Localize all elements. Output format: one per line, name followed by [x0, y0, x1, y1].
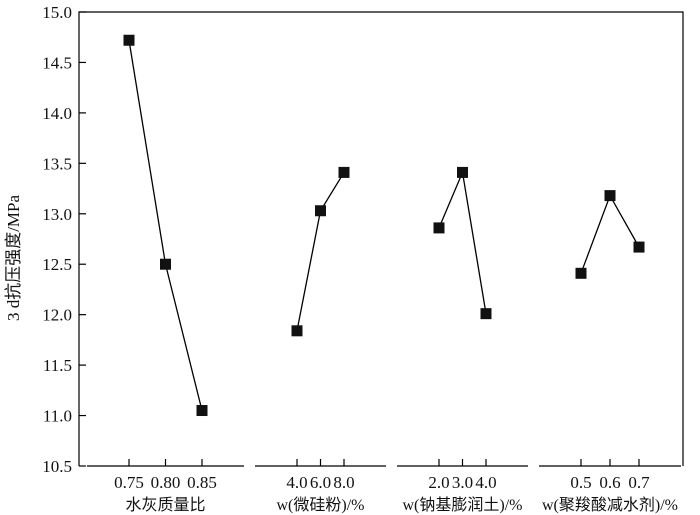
- y-axis-ticks: 10.5 11.0 11.5 12.0 12.5 13.0 13.5 14.0 14.5 15.0: [42, 3, 86, 476]
- y-tick-label: 11.0: [43, 407, 72, 426]
- x-tick-label: 8.0: [333, 473, 354, 492]
- y-tick-label: 12.0: [42, 306, 72, 325]
- y-tick-label: 14.5: [42, 53, 72, 72]
- panel-2: 4.0 6.0 8.0 w(微硅粉)/%: [255, 166, 386, 514]
- data-point-marker: [338, 166, 350, 178]
- data-point-marker: [196, 405, 208, 417]
- x-tick-label: 0.5: [570, 473, 591, 492]
- plot-axes: [78, 11, 684, 466]
- panel-3: 2.0 3.0 4.0 w(钠基膨润土)/%: [397, 166, 528, 514]
- y-tick-label: 14.0: [42, 104, 72, 123]
- y-axis-label: 3 d抗压强度/MPa: [4, 195, 23, 322]
- x-axis-label: w(聚羧酸减水剂)/%: [542, 496, 678, 514]
- y-tick-label: 10.5: [42, 457, 72, 476]
- data-point-marker: [604, 190, 616, 202]
- x-axis-label: w(微硅粉)/%: [277, 496, 365, 514]
- x-tick-label: 2.0: [428, 473, 449, 492]
- series-line: [580, 194, 640, 274]
- x-tick-label: 4.0: [475, 473, 496, 492]
- data-point-marker: [291, 325, 303, 337]
- x-tick-label: 6.0: [310, 473, 331, 492]
- data-point-marker: [633, 241, 645, 253]
- x-axis-label: 水灰质量比: [125, 496, 205, 514]
- data-point-marker: [123, 34, 135, 46]
- data-point-marker: [480, 308, 492, 320]
- series-line: [296, 172, 345, 331]
- panel-1: 0.75 0.80 0.85 水灰质量比: [87, 34, 244, 514]
- data-point-marker: [433, 222, 445, 234]
- x-tick-label: 0.80: [151, 473, 181, 492]
- y-tick-label: 15.0: [42, 3, 72, 22]
- y-tick-label: 12.5: [42, 255, 72, 274]
- x-tick-label: 0.6: [599, 473, 620, 492]
- data-point-marker: [315, 205, 326, 217]
- plot-frame: [78, 11, 684, 466]
- panel-4: 0.5 0.6 0.7 w(聚羧酸减水剂)/%: [539, 190, 681, 514]
- x-tick-label: 0.7: [628, 473, 650, 492]
- data-point-marker: [160, 258, 171, 270]
- y-tick-label: 11.5: [43, 356, 72, 375]
- x-tick-label: 3.0: [452, 473, 473, 492]
- data-point-marker: [457, 166, 468, 178]
- data-point-marker: [575, 267, 587, 279]
- x-tick-label: 0.75: [114, 473, 144, 492]
- x-axis-label: w(钠基膨润土)/%: [403, 496, 523, 514]
- x-tick-label: 4.0: [286, 473, 307, 492]
- series-line: [128, 40, 203, 411]
- y-tick-label: 13.0: [42, 205, 72, 224]
- x-tick-label: 0.85: [187, 473, 217, 492]
- y-tick-label: 13.5: [42, 154, 72, 173]
- series-line: [438, 170, 487, 314]
